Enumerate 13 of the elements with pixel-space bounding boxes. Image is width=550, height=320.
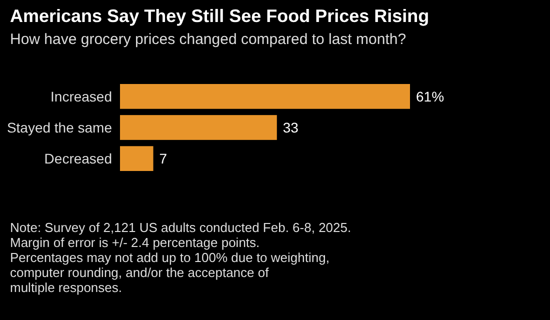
text: Note: Survey of 2,121 US adults conducted Feb. 6-8, 2025. xyxy=(10,220,352,235)
data-label: 33 xyxy=(282,119,299,136)
chart-subtitle: How have grocery prices changed compared to last month? xyxy=(10,31,406,48)
y-tick-label: Decreased xyxy=(44,150,112,166)
y-tick-label: Stayed the same xyxy=(6,119,112,136)
chart-title: Americans Say They Still See Food Prices Rising xyxy=(10,6,430,26)
data-label: 61% xyxy=(416,88,444,104)
text: computer rounding, and/or the acceptance of xyxy=(10,265,270,280)
text: Margin of error is +/- 2.4 percentage points. xyxy=(10,235,260,250)
text: Percentages may not add up to 100% due to weighting, xyxy=(10,250,330,265)
y-tick-label: Increased xyxy=(50,88,112,104)
text: multiple responses. xyxy=(10,280,122,295)
data-label: 7 xyxy=(159,150,168,166)
